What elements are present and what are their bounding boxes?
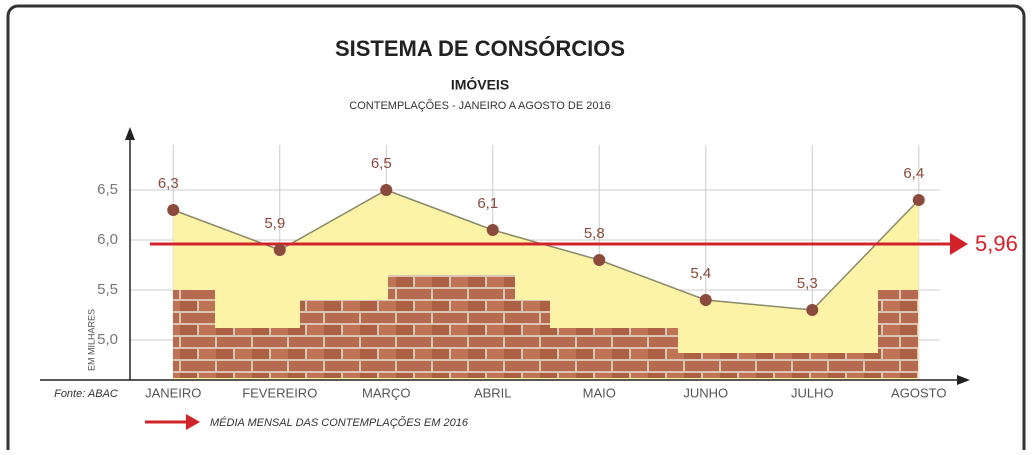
data-point: [380, 184, 392, 196]
x-tick-label: JUNHO: [683, 385, 728, 400]
x-tick-label: MARÇO: [362, 385, 410, 400]
chart-subtitle: IMÓVEIS: [451, 76, 509, 93]
chart-title: SISTEMA DE CONSÓRCIOS: [335, 36, 625, 61]
data-point: [593, 254, 605, 266]
data-point: [806, 304, 818, 316]
x-tick-label: JANEIRO: [145, 385, 201, 400]
frame: [8, 6, 1024, 450]
value-label: 6,5: [371, 155, 392, 172]
data-point: [487, 224, 499, 236]
x-tick-label: FEVEREIRO: [242, 385, 317, 400]
value-label: 5,9: [264, 215, 285, 232]
data-point: [274, 244, 286, 256]
y-tick-label: 6,0: [97, 231, 118, 248]
value-label: 6,3: [158, 175, 179, 192]
x-tick-label: MAIO: [583, 385, 616, 400]
value-label: 6,1: [477, 195, 498, 212]
x-tick-label: AGOSTO: [891, 385, 946, 400]
chart-subtitle2: CONTEMPLAÇÕES - JANEIRO A AGOSTO DE 2016: [349, 99, 610, 112]
value-label: 5,4: [690, 265, 711, 282]
y-axis-label: EM MILHARES: [86, 309, 96, 371]
average-label: 5,96: [975, 231, 1018, 256]
value-label: 6,4: [903, 165, 924, 182]
legend-text: MÉDIA MENSAL DAS CONTEMPLAÇÕES EM 2016: [210, 416, 469, 429]
data-point: [167, 204, 179, 216]
value-label: 5,3: [797, 275, 818, 292]
x-tick-label: JULHO: [791, 385, 834, 400]
data-point: [913, 194, 925, 206]
x-tick-label: ABRIL: [474, 385, 512, 400]
data-point: [700, 294, 712, 306]
y-tick-label: 5,5: [97, 281, 118, 298]
y-tick-label: 6,5: [97, 181, 118, 198]
value-label: 5,8: [584, 225, 605, 242]
source: Fonte: ABAC: [54, 388, 118, 400]
chart: SISTEMA DE CONSÓRCIOS IMÓVEIS CONTEMPLAÇ…: [0, 0, 1032, 450]
y-tick-label: 5,0: [97, 331, 118, 348]
